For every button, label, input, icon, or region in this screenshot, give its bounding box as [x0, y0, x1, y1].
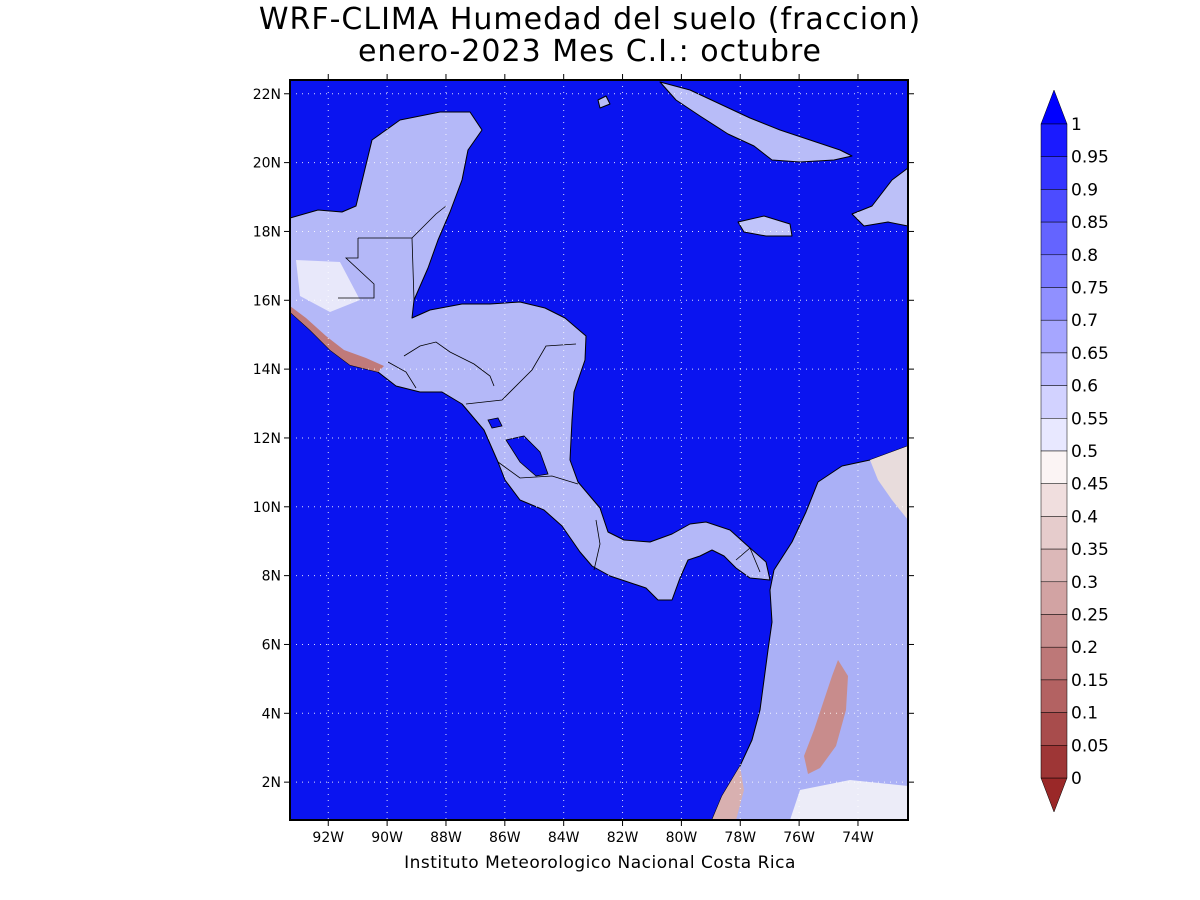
- y-tick-label: 22N: [253, 87, 281, 103]
- x-tick-label: 74W: [842, 830, 874, 846]
- colorbar-swatch: [1040, 450, 1068, 484]
- colorbar-swatch: [1040, 516, 1068, 550]
- land-masses: [290, 81, 908, 820]
- colorbar-swatch: [1040, 287, 1068, 321]
- map-plot-area: [290, 80, 908, 820]
- colorbar-label: 0.85: [1071, 213, 1109, 233]
- southwest-dry-coast: [712, 766, 744, 820]
- colorbar-label: 0.2: [1071, 638, 1098, 658]
- y-tick-label: 16N: [253, 293, 281, 309]
- colorbar-swatch: [1040, 745, 1068, 779]
- colorbar-label: 0.8: [1071, 246, 1098, 266]
- dry-areas: [290, 260, 908, 820]
- colorbar-label: 0.4: [1071, 507, 1098, 527]
- y-tick-label: 2N: [262, 775, 281, 791]
- colorbar-swatch: [1040, 221, 1068, 256]
- y-tick-label: 6N: [262, 637, 281, 653]
- y-tick-label: 18N: [253, 224, 281, 240]
- x-tick-label: 84W: [548, 830, 580, 846]
- colorbar-label: 0.45: [1071, 475, 1109, 495]
- colorbar-label: 0.65: [1071, 344, 1109, 364]
- colorbar-swatch: [1040, 319, 1068, 354]
- colorbar-label: 0.75: [1071, 279, 1109, 299]
- isla-de-la-juventud: [597, 95, 611, 109]
- colorbar-bottom-arrow: [1040, 777, 1068, 813]
- title-line-2: enero-2023 Mes C.I.: octubre: [357, 34, 823, 69]
- colorbar-label: 0.5: [1071, 442, 1098, 462]
- colorbar-label: 0.15: [1071, 671, 1109, 691]
- map-frame: [289, 79, 909, 821]
- colorbar-label: 0.55: [1071, 409, 1109, 429]
- y-tick-label: 4N: [262, 706, 281, 722]
- colorbar-swatch: [1040, 418, 1068, 452]
- colorbar-label: 0.1: [1071, 704, 1098, 724]
- colorbar-label: 1: [1071, 115, 1082, 135]
- colorbar-swatch: [1040, 156, 1068, 190]
- colorbar-swatch: [1040, 548, 1068, 583]
- colorbar-top-arrow: [1040, 89, 1068, 125]
- y-tick-label: 12N: [253, 431, 281, 447]
- country-borders: [338, 205, 761, 573]
- colorbar-swatch: [1040, 352, 1068, 386]
- colorbar-swatch: [1040, 483, 1068, 517]
- x-tick-label: 86W: [489, 830, 521, 846]
- x-tick-label: 78W: [724, 830, 756, 846]
- x-tick-label: 82W: [607, 830, 639, 846]
- andes-dry-region: [804, 660, 848, 774]
- hispaniola-land: [851, 167, 908, 227]
- colorbar-label: 0.35: [1071, 540, 1109, 560]
- colorbar-swatch: [1040, 123, 1068, 157]
- colorbar-label: 0.05: [1071, 736, 1109, 756]
- title-line-1: WRF-CLIMA Humedad del suelo (fraccion): [258, 2, 922, 37]
- x-tick-label: 90W: [371, 830, 403, 846]
- colorbar-swatch: [1040, 679, 1068, 713]
- x-tick-label: 92W: [312, 830, 344, 846]
- colorbar-swatch: [1040, 581, 1068, 615]
- central-america-land: [290, 111, 771, 601]
- y-tick-label: 10N: [253, 500, 281, 516]
- y-tick-label: 8N: [262, 569, 281, 585]
- lake-managua: [487, 417, 503, 429]
- guatemala-light-area: [296, 260, 360, 312]
- x-tick-label: 76W: [783, 830, 815, 846]
- southern-light-area: [790, 780, 908, 820]
- lake-nicaragua: [505, 435, 549, 477]
- map-gridlines: [290, 80, 908, 820]
- colorbar-label: 0.25: [1071, 606, 1109, 626]
- x-tick-label: 88W: [430, 830, 462, 846]
- colorbar-swatch: [1040, 254, 1068, 288]
- colorbar-label: 0.9: [1071, 180, 1098, 200]
- colorbar-swatch: [1040, 614, 1068, 648]
- jamaica-land: [737, 215, 793, 237]
- y-tick-label: 20N: [253, 156, 281, 172]
- colorbar-label: 0.6: [1071, 377, 1098, 397]
- colorbar: 1 0.95 0.9 0.85 0.8 0.75 0.7 0.65 0.6 0.55 0.5 0.45…: [1040, 89, 1109, 813]
- x-tick-label: 80W: [666, 830, 698, 846]
- colorbar-label: 0.3: [1071, 573, 1098, 593]
- cuba-land: [659, 81, 853, 163]
- south-america-land: [711, 445, 908, 820]
- pacific-coast-dry-strip: [290, 306, 384, 372]
- y-tick-label: 14N: [253, 362, 281, 378]
- colorbar-swatch: [1040, 712, 1068, 746]
- colorbar-label: 0: [1071, 769, 1082, 789]
- colorbar-label: 0.95: [1071, 148, 1109, 168]
- lakes: [487, 417, 549, 477]
- colorbar-label: 0.7: [1071, 311, 1098, 331]
- colorbar-swatch: [1040, 646, 1068, 681]
- caribbean-coast-colombia-light: [870, 446, 908, 520]
- credit-text: Instituto Meteorologico Nacional Costa R…: [404, 853, 796, 873]
- colorbar-swatch: [1040, 189, 1068, 223]
- map-axes: 92W 90W 88W 86W 84W 82W 80W 78W 76W 74W 22N 20N 18N 1…: [253, 74, 914, 846]
- colorbar-swatch: [1040, 385, 1068, 419]
